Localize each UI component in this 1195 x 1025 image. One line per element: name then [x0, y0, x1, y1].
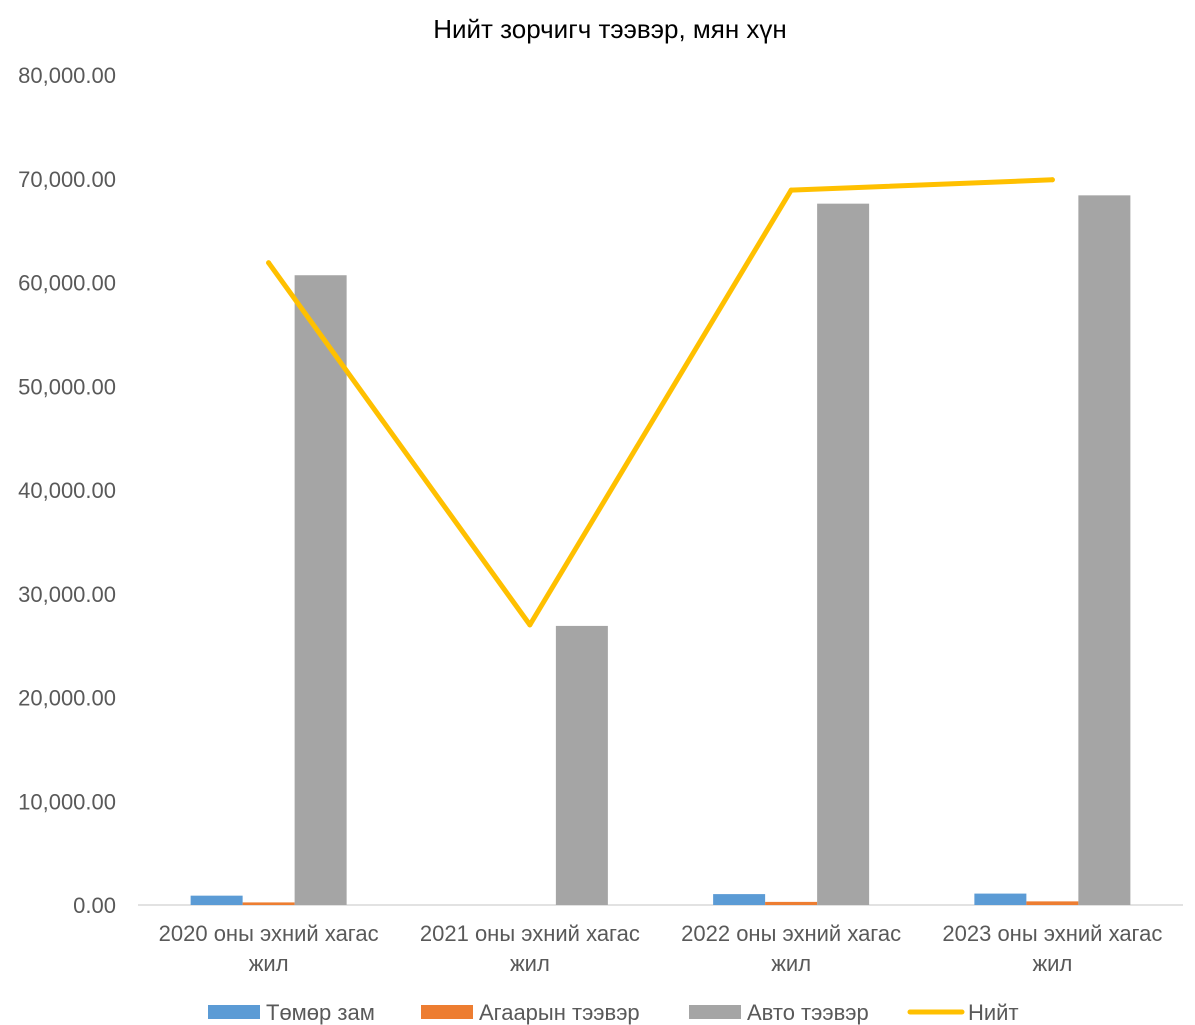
y-tick-label: 30,000.00	[18, 582, 116, 607]
x-axis: 2020 оны эхний хагас жил 2021 оны эхний ха…	[138, 904, 1183, 976]
line-series-group	[266, 177, 1055, 628]
y-tick-label: 70,000.00	[18, 167, 116, 192]
x-tick-label: 2023 оны эхний хагас	[942, 921, 1162, 946]
legend-label: Агаарын тээвэр	[479, 1000, 640, 1025]
y-tick-label: 20,000.00	[18, 686, 116, 711]
x-tick-label: 2022 оны эхний хагас	[681, 921, 901, 946]
line-point	[527, 622, 533, 628]
y-tick-label: 80,000.00	[18, 63, 116, 88]
bar	[1078, 195, 1131, 906]
y-axis: 0.00 10,000.00 20,000.00 30,000.00 40,000.00…	[18, 63, 116, 918]
y-tick-label: 50,000.00	[18, 374, 116, 399]
y-tick-label: 60,000.00	[18, 271, 116, 296]
legend-swatch	[421, 1005, 473, 1019]
bar	[817, 203, 870, 905]
y-tick-label: 10,000.00	[18, 789, 116, 814]
legend-swatch	[208, 1005, 260, 1019]
series-line	[266, 177, 1055, 628]
legend-label: Төмөр зам	[266, 1000, 375, 1025]
x-tick-label: 2021 оны эхний хагас	[420, 921, 640, 946]
bar	[294, 275, 347, 905]
bar	[190, 895, 243, 905]
line-point	[1049, 177, 1055, 183]
x-tick-label: жил	[510, 951, 550, 976]
bar	[974, 893, 1027, 905]
x-tick-label: жил	[1032, 951, 1072, 976]
y-tick-label: 40,000.00	[18, 478, 116, 503]
bar	[713, 894, 766, 905]
legend-label: Нийт	[968, 1000, 1019, 1025]
legend-label: Авто тээвэр	[747, 1000, 869, 1025]
bar	[1026, 901, 1079, 905]
legend-swatch	[689, 1005, 741, 1019]
line-point	[788, 187, 794, 193]
bar-series-group	[190, 195, 1131, 906]
x-tick-label: 2020 оны эхний хагас	[159, 921, 379, 946]
chart-title: Нийт зорчигч тээвэр, мян хүн	[433, 14, 787, 44]
x-tick-label: жил	[249, 951, 289, 976]
line-point	[266, 260, 272, 266]
bar	[242, 902, 295, 905]
bar	[765, 901, 818, 905]
legend: Төмөр зам Агаарын тээвэр Авто тээвэр Нийт	[208, 1000, 1019, 1025]
bar	[555, 625, 608, 905]
x-tick-label: жил	[771, 951, 811, 976]
y-tick-label: 0.00	[73, 893, 116, 918]
